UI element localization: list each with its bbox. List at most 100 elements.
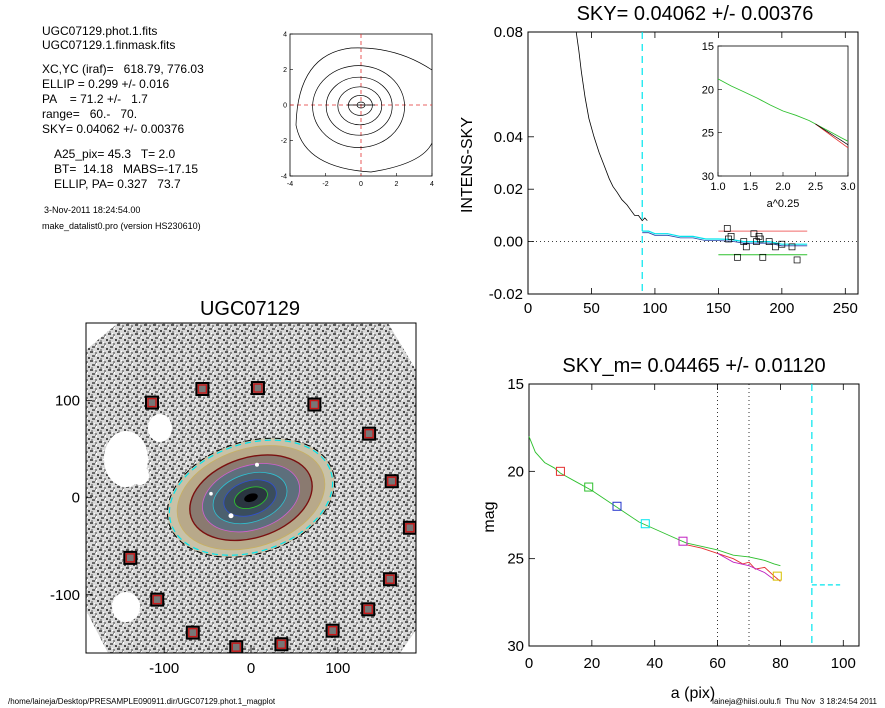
profile-xtick-label: 200 [769, 300, 794, 317]
mag-title: SKY_m= 0.04465 +/- 0.01120 [562, 355, 825, 377]
sky-box-inner [125, 553, 135, 563]
inset-xlabel: a^0.25 [767, 198, 800, 210]
profile-series-blue [642, 232, 808, 247]
sky-box-inner [197, 384, 208, 394]
mag-series-red [686, 544, 781, 582]
sky-box-inner [231, 642, 241, 652]
info-file-mask: UGC07129.1.finmask.fits [42, 38, 176, 52]
magnitude-profile-plot: SKY_m= 0.04465 +/- 0.01120 mag a (pix) 0… [481, 355, 860, 702]
mag-ytick-label: 20 [507, 463, 524, 480]
contour-ytick-label: 0 [283, 103, 287, 110]
profile-ytick-label: 0.04 [494, 129, 523, 146]
profile-xtick-label: 150 [706, 300, 731, 317]
mag-marker-green [584, 482, 594, 492]
inset-ytick-label: 30 [702, 171, 714, 183]
profile-sky-square [755, 233, 763, 240]
profile-sky-square [723, 225, 731, 232]
sky-box-inner [152, 594, 162, 605]
profile-ytick-label: -0.02 [489, 286, 523, 303]
inset-series-red [815, 123, 849, 149]
profile-sky-square [742, 243, 750, 251]
mag-xtick-label: 0 [525, 655, 533, 672]
mag-ytick-label: 30 [507, 638, 524, 655]
profile-sky-square [793, 256, 801, 264]
mag-xtick-label: 60 [709, 655, 726, 672]
contour-xtick-label: -4 [287, 181, 293, 188]
galaxy-masked-star [209, 491, 213, 496]
mag-frame [528, 383, 860, 647]
profile-sky-square [778, 240, 786, 248]
image-xtick-label: 100 [325, 660, 350, 677]
info-program: make_datalist0.pro (version HS230610) [42, 221, 201, 231]
profile-sky-square [753, 238, 760, 245]
profile-title: SKY= 0.04062 +/- 0.00376 [577, 3, 814, 25]
intensity-profile-plot: SKY= 0.04062 +/- 0.00376 INTENS-SKY 0 50 1… [459, 3, 859, 317]
profile-xtick-label: 250 [833, 300, 858, 317]
inset-series-black [815, 123, 849, 146]
mag-xtick-label: 80 [772, 655, 789, 672]
inset-xtick-label: 3.0 [840, 181, 855, 193]
mag-ytick-label: 25 [507, 551, 524, 568]
profile-sky-square [788, 243, 796, 251]
mag-ytick-label: 15 [507, 376, 524, 393]
sky-box [325, 623, 340, 638]
galaxy-masked-star [228, 513, 234, 519]
info-bt: BT= 14.18 MABS=-17.15 [54, 162, 199, 176]
sky-box [362, 426, 377, 441]
contour-level [337, 86, 383, 126]
sky-box [185, 625, 200, 640]
mag-marker-cyan [640, 519, 650, 529]
sky-box-inner [253, 383, 263, 393]
galaxy-image-plot: UGC07129 [50, 298, 417, 677]
contour-level [312, 65, 405, 148]
sky-box-inner [386, 476, 397, 486]
sky-box [361, 602, 376, 617]
profile-frame [527, 31, 859, 295]
profile-ytick-label: 0.00 [494, 234, 523, 251]
footer-path: /home/laineja/Desktop/PRESAMPLE090911.di… [8, 697, 276, 706]
profile-xtick-label: 100 [642, 300, 667, 317]
profile-sky-square [734, 253, 741, 261]
contour-plot: -4 -2 0 2 4 4 2 0 -2 -4 [281, 32, 434, 189]
profile-sky-square [727, 233, 735, 240]
info-xcyc: XC,YC (iraf)= 618.79, 776.03 [42, 62, 204, 76]
galaxy-ellipse-cyan-dashed [168, 439, 334, 556]
contour-xtick-label: 2 [395, 181, 399, 188]
inset-xtick-label: 1.0 [710, 181, 725, 193]
profile-series-black [575, 31, 648, 222]
galaxy-ellipse-black-dashed [166, 437, 336, 558]
mag-series-magenta [717, 553, 775, 580]
mag-marker-blue [612, 501, 622, 511]
sky-box-inner [276, 639, 287, 649]
inset-series-green [717, 78, 849, 142]
info-date: 3-Nov-2011 18:24:54.00 [44, 205, 141, 215]
profile-sky-square [725, 235, 732, 243]
image-ytick-label: 100 [55, 393, 80, 410]
profile-ytick-label: 0.08 [494, 24, 523, 41]
profile-series-cyan [642, 230, 808, 245]
contour-ytick-label: -2 [281, 138, 287, 145]
info-sky: SKY= 0.04062 +/- 0.00376 [42, 122, 185, 136]
profile-ytick-label: 0.02 [494, 181, 523, 198]
sky-box [195, 382, 210, 396]
sky-box-inner [363, 604, 373, 615]
image-xtick-label: -100 [149, 660, 179, 677]
inset-xtick-label: 2.0 [775, 181, 790, 193]
sky-box [150, 592, 165, 607]
inset-ytick-label: 20 [702, 84, 714, 96]
profile-sky-square [759, 253, 767, 261]
info-file-phot: UGC07129.phot.1.fits [42, 24, 158, 38]
galaxy-body [166, 437, 336, 558]
sky-box-inner [147, 397, 157, 408]
profile-sky-square [750, 230, 758, 238]
galaxy-masked-star [255, 462, 259, 467]
mag-xtick-label: 100 [831, 655, 856, 672]
image-ytick-label: 0 [72, 490, 80, 507]
sky-box [384, 474, 399, 489]
sky-box-inner [327, 625, 338, 636]
sky-box [274, 637, 289, 652]
mag-marker-yellow [772, 571, 782, 581]
profile-xtick-label: 0 [524, 300, 532, 317]
contour-ytick-label: 2 [283, 67, 287, 74]
